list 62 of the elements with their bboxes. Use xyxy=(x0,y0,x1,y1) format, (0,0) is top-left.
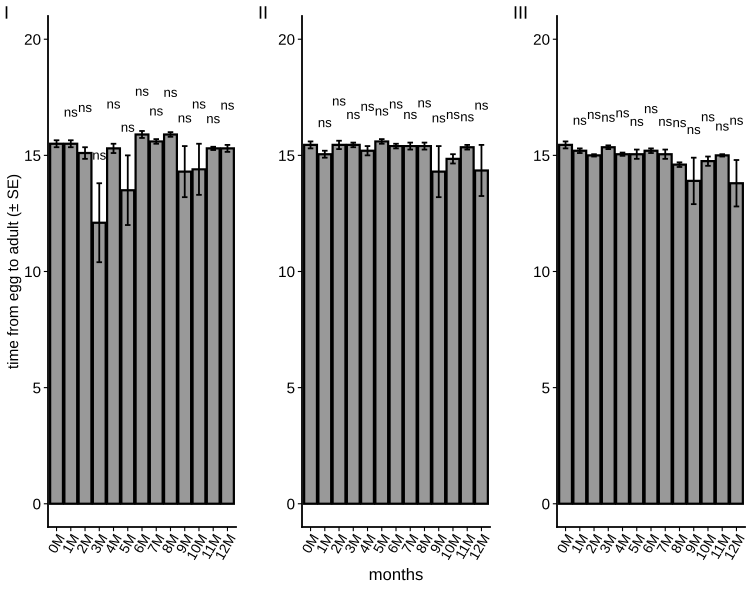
annotation: ns xyxy=(432,115,446,123)
annotation: ns xyxy=(390,101,402,109)
y-tick-label: 0 xyxy=(33,498,40,510)
annotation: ns xyxy=(107,101,120,109)
annotation: ns xyxy=(673,120,686,128)
y-tick-label: 5 xyxy=(33,382,40,394)
annotation: ns xyxy=(616,110,630,118)
annotation: ns xyxy=(192,101,206,109)
annotation: ns xyxy=(475,102,488,110)
y-tick-label: 10 xyxy=(534,266,550,278)
y-tick-label: 20 xyxy=(278,34,294,45)
annotation: ns xyxy=(221,102,234,110)
annotation: ns xyxy=(461,114,474,122)
annotation: ns xyxy=(178,115,192,123)
annotation: ns xyxy=(688,126,700,134)
annotation: ns xyxy=(207,116,220,124)
y-tick-label: 15 xyxy=(534,150,550,162)
annotation: ns xyxy=(702,114,714,122)
annotation: ns xyxy=(588,112,601,120)
annotation: ns xyxy=(64,110,78,117)
annotation: ns xyxy=(716,123,729,131)
chart-title: II xyxy=(260,6,266,19)
annotation: ns xyxy=(347,112,360,120)
y-tick-label: 10 xyxy=(279,266,294,278)
y-tick-label: 5 xyxy=(287,382,294,394)
y-tick-label: 0 xyxy=(542,498,550,510)
annotation: ns xyxy=(122,124,134,132)
chart-title: III xyxy=(514,6,526,19)
x-tick-label: 1M xyxy=(62,534,79,554)
annotation: ns xyxy=(332,98,346,106)
y-tick-label: 15 xyxy=(25,150,40,162)
annotation: ns xyxy=(376,108,388,116)
annotation: ns xyxy=(644,106,658,114)
y-tick-label: 20 xyxy=(534,34,550,45)
x-tick-label: 0M xyxy=(301,534,319,554)
annotation: ns xyxy=(574,118,586,125)
annotation: ns xyxy=(404,112,417,120)
annotation: ns xyxy=(78,104,92,112)
y-tick-label: 20 xyxy=(24,34,40,45)
y-tick-label: 5 xyxy=(542,382,550,394)
x-axis-title: months xyxy=(370,568,423,580)
annotation: ns xyxy=(150,108,163,116)
annotation: ns xyxy=(136,88,148,96)
annotation: ns xyxy=(93,152,106,160)
y-tick-label: 0 xyxy=(287,498,294,510)
y-axis-title: time from egg to adult (± SE) xyxy=(7,174,22,369)
y-tick-label: 15 xyxy=(279,150,294,162)
x-tick-label: 1M xyxy=(571,534,588,554)
x-tick-label: 0M xyxy=(47,534,65,554)
annotation: ns xyxy=(730,118,743,125)
annotation: ns xyxy=(361,104,374,111)
x-tick-label: 1M xyxy=(316,534,333,554)
annotation: ns xyxy=(318,120,332,128)
y-tick-label: 10 xyxy=(25,266,40,278)
annotation: ns xyxy=(164,90,177,98)
chart-title: I xyxy=(6,6,8,19)
annotation: ns xyxy=(659,118,672,126)
annotation: ns xyxy=(602,114,615,122)
annotation: ns xyxy=(418,100,431,108)
annotation: ns xyxy=(630,118,644,126)
x-tick-label: 0M xyxy=(556,534,574,554)
annotation: ns xyxy=(446,112,460,120)
